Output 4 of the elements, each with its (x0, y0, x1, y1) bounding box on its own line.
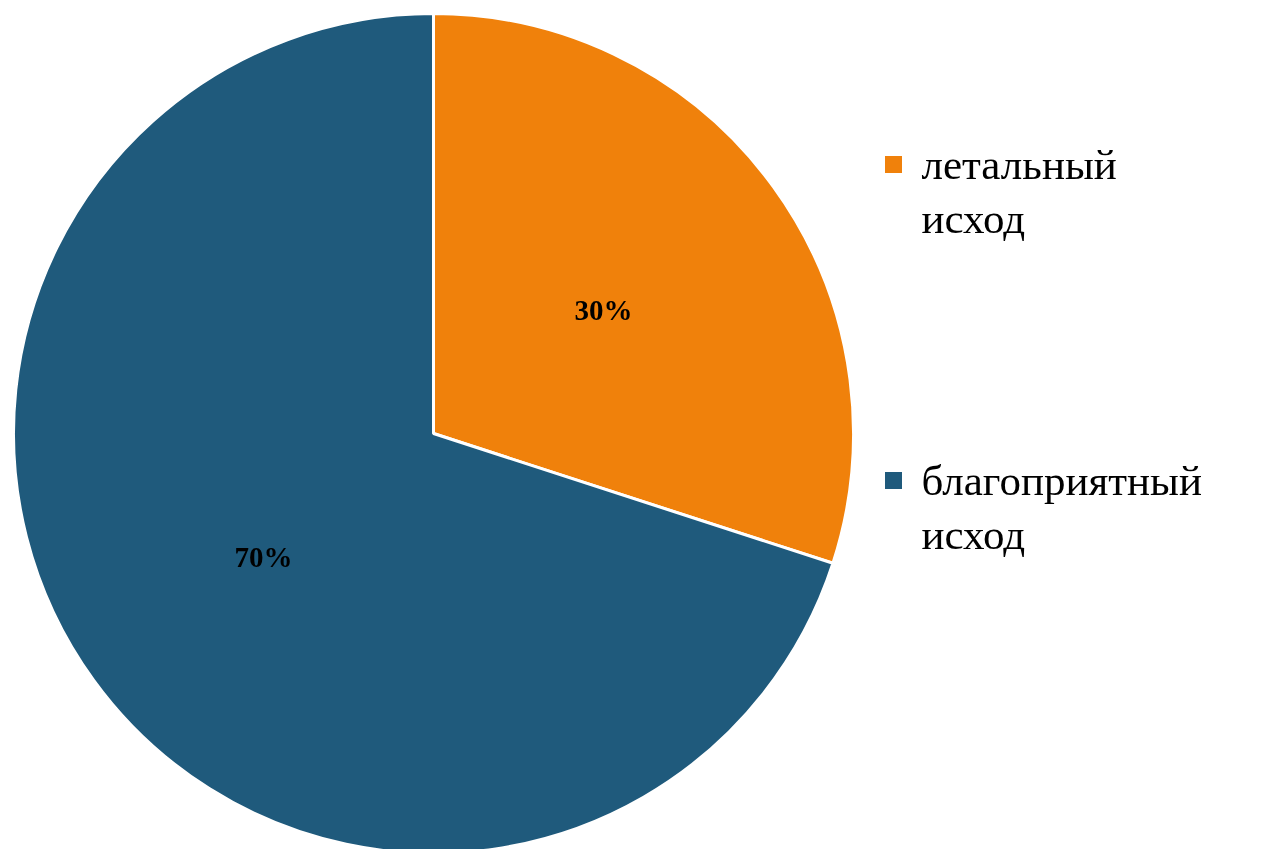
data-label: 30% (574, 294, 633, 327)
legend-label: летальный исход (921, 140, 1117, 242)
data-label: 70% (234, 540, 293, 573)
legend-label: благоприятный исход (921, 456, 1202, 558)
